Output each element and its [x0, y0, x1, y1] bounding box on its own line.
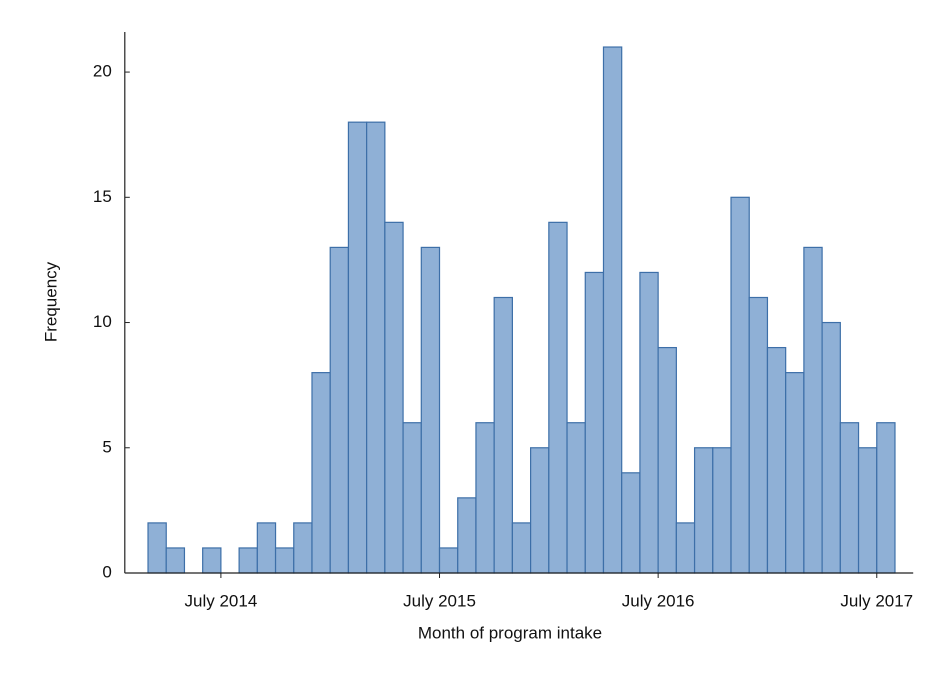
bar — [876, 422, 896, 574]
y-tick-label: 5 — [102, 437, 111, 456]
bar — [803, 246, 823, 574]
bar — [402, 422, 422, 574]
bar — [256, 522, 277, 574]
bar — [293, 522, 313, 574]
bar — [366, 121, 386, 574]
bar — [384, 221, 404, 574]
bar — [602, 46, 623, 574]
bar — [493, 296, 513, 574]
y-tick-label: 0 — [102, 562, 111, 581]
bar — [511, 522, 532, 574]
bar — [857, 447, 878, 574]
bar — [202, 547, 222, 574]
y-axis-label: Frequency — [41, 261, 60, 342]
bar — [584, 271, 605, 574]
bar — [475, 422, 495, 574]
bar — [238, 547, 258, 574]
bar — [438, 547, 459, 574]
bar — [311, 372, 331, 574]
x-axis-label: Month of program intake — [418, 623, 602, 642]
bar — [621, 472, 641, 574]
bar — [657, 346, 677, 574]
bar — [566, 422, 586, 574]
bar — [730, 196, 750, 574]
bar — [530, 447, 550, 574]
x-tick-label: July 2015 — [403, 591, 476, 610]
x-tick-label: July 2016 — [622, 591, 695, 610]
bar — [839, 422, 860, 574]
bar — [766, 346, 787, 574]
bar — [821, 321, 841, 574]
y-tick-label: 20 — [93, 62, 112, 81]
bar — [548, 221, 568, 574]
bar — [329, 246, 350, 574]
bar — [639, 271, 659, 574]
bar — [165, 547, 186, 574]
bar — [675, 522, 696, 574]
bar — [274, 547, 295, 574]
bar — [420, 246, 441, 574]
bar — [748, 296, 769, 574]
bar — [147, 522, 167, 574]
bar — [457, 497, 477, 574]
bar — [347, 121, 368, 574]
bar — [785, 372, 805, 574]
y-tick-label: 15 — [93, 187, 112, 206]
x-tick-label: July 2017 — [840, 591, 913, 610]
x-tick-label: July 2014 — [185, 591, 258, 610]
bar — [712, 447, 732, 574]
y-tick-label: 10 — [93, 312, 112, 331]
bar — [693, 447, 714, 574]
